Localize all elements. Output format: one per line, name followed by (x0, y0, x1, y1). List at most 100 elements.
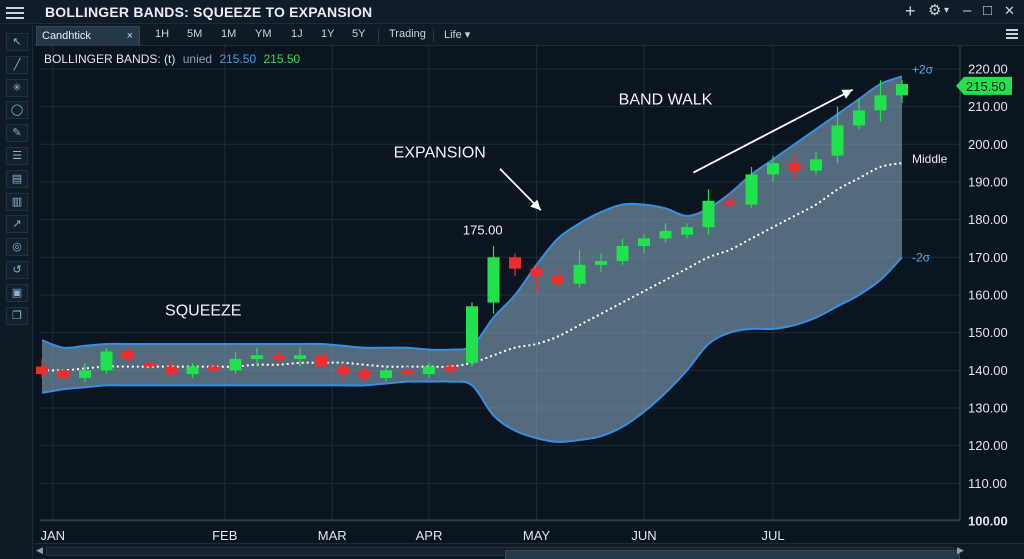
x-tick-label: APR (416, 528, 443, 543)
y-tick-label: 200.00 (968, 137, 1008, 152)
candle (702, 189, 715, 235)
minimize-icon[interactable]: – (963, 2, 972, 19)
candle (423, 362, 435, 378)
candle-body (294, 355, 306, 360)
brush-icon[interactable]: ✎ (6, 124, 28, 143)
gear-caret-icon[interactable]: ▾ (944, 5, 950, 16)
compass-icon[interactable]: ◎ (6, 238, 28, 257)
candle-body (251, 355, 263, 360)
cursor-icon[interactable]: ↖ (6, 33, 28, 51)
candle-body (724, 200, 736, 205)
candle-body (487, 257, 500, 303)
candle-body (229, 359, 242, 371)
trend-icon[interactable]: ↗ (6, 215, 28, 234)
legend-value-a: 215.50 (219, 52, 257, 66)
bar-chart-icon[interactable]: ▥ (6, 192, 28, 211)
scroll-right-icon[interactable]: ▶ (957, 545, 964, 555)
candle (466, 302, 478, 367)
candle-body (573, 264, 586, 284)
close-icon[interactable]: ✕ (1004, 3, 1015, 18)
x-tick-label: MAR (318, 528, 347, 543)
candle (122, 347, 134, 363)
horizontal-scrollbar[interactable]: ◀ ▶ (34, 543, 1024, 559)
scroll-thumb[interactable] (505, 550, 960, 559)
lock-icon[interactable]: ▣ (6, 283, 28, 302)
candle (272, 351, 285, 363)
candle (810, 151, 822, 175)
scroll-track[interactable] (46, 547, 960, 559)
y-tick-label: 130.00 (968, 400, 1008, 415)
annotations: SQUEEZE EXPANSION BAND WALK 175.00 +2σ Middle… (165, 62, 948, 319)
candle-body (358, 370, 371, 378)
band-walk-arrow (693, 88, 853, 174)
candle-body (681, 227, 693, 235)
timeframe-5y[interactable]: 5Y (352, 28, 366, 40)
life-menu[interactable]: Life ▾ (444, 29, 471, 41)
candle-body (509, 257, 521, 269)
y-tick-label: 100.00 (968, 514, 1008, 529)
y-tick-label: 170.00 (968, 250, 1008, 265)
candle (251, 347, 263, 367)
timeframe-ym[interactable]: YM (255, 28, 272, 40)
maximize-icon[interactable]: □ (983, 2, 993, 19)
candle (444, 362, 457, 375)
candle-body (57, 370, 70, 378)
legend-unit: unied (182, 52, 213, 66)
squeeze-label: SQUEEZE (165, 303, 241, 320)
timeframe-1y[interactable]: 1Y (321, 28, 335, 40)
y-tick-label: 180.00 (968, 212, 1008, 227)
gear-icon[interactable]: ⚙ (928, 2, 942, 19)
candle-body (208, 366, 220, 371)
candle (57, 366, 70, 378)
candle (788, 155, 801, 179)
chart-area[interactable]: JAN FEB MAR APR MAY JUN JUL 100.00 110.00 120.00… (34, 46, 1024, 543)
y-tick-label: 210.00 (968, 99, 1008, 114)
drawing-toolbar: ↖ ╱ ✳ ◯ ✎ ☰ ▤ ▥ ↗ ◎ ↺ ▣ ❐ (0, 25, 33, 559)
expansion-label: EXPANSION (394, 144, 486, 161)
candle (853, 99, 865, 130)
tab-close-icon[interactable]: × (126, 30, 133, 42)
candle (681, 223, 693, 239)
copy-icon[interactable]: ❐ (6, 306, 28, 325)
crosshair-icon[interactable]: ✳ (6, 78, 28, 97)
candle (143, 355, 156, 375)
candle-body (444, 366, 457, 371)
candle (767, 155, 779, 182)
candle-body (100, 351, 113, 371)
candle (208, 362, 220, 375)
timeframe-1h[interactable]: 1H (155, 28, 170, 40)
peak-price-label: 175.00 (463, 223, 503, 238)
list-menu-icon[interactable] (1006, 29, 1018, 41)
candle (595, 253, 607, 273)
tab-candlestick[interactable]: Candhtick × (36, 26, 140, 46)
timeframe-5m[interactable]: 5M (187, 28, 203, 40)
candle-body (702, 200, 715, 228)
circle-icon[interactable]: ◯ (6, 101, 28, 120)
candle (315, 351, 328, 371)
candle (337, 362, 349, 382)
candle (896, 80, 908, 103)
candle (229, 351, 242, 375)
candle (659, 223, 672, 243)
trading-menu[interactable]: Trading (389, 28, 426, 40)
legend-name: BOLLINGER BANDS: (t) (44, 52, 176, 66)
line-icon[interactable]: ╱ (6, 55, 28, 74)
y-axis: 100.00 110.00 120.00 130.00 140.00 150.00 160.… (956, 61, 1012, 529)
x-tick-label: JUN (631, 528, 656, 543)
tab-bar: Candhtick × 1H 5M 1M YM 1J 1Y 5Y Trading… (34, 25, 1024, 46)
timeframe-1m[interactable]: 1M (221, 28, 237, 40)
undo-icon[interactable]: ↺ (6, 261, 28, 279)
x-tick-label: JUL (761, 528, 784, 543)
candle-body (315, 355, 328, 367)
timeframe-1j[interactable]: 1J (291, 28, 303, 40)
candle (294, 347, 306, 367)
tab-label: Candhtick (42, 30, 91, 42)
candle-body (466, 306, 478, 363)
y-tick-label: 160.00 (968, 287, 1008, 302)
layers-icon[interactable]: ▤ (6, 169, 28, 188)
list-icon[interactable]: ☰ (6, 147, 28, 165)
hamburger-menu-icon[interactable] (6, 4, 24, 20)
add-icon[interactable]: + (905, 1, 916, 21)
scroll-left-icon[interactable]: ◀ (36, 545, 43, 555)
